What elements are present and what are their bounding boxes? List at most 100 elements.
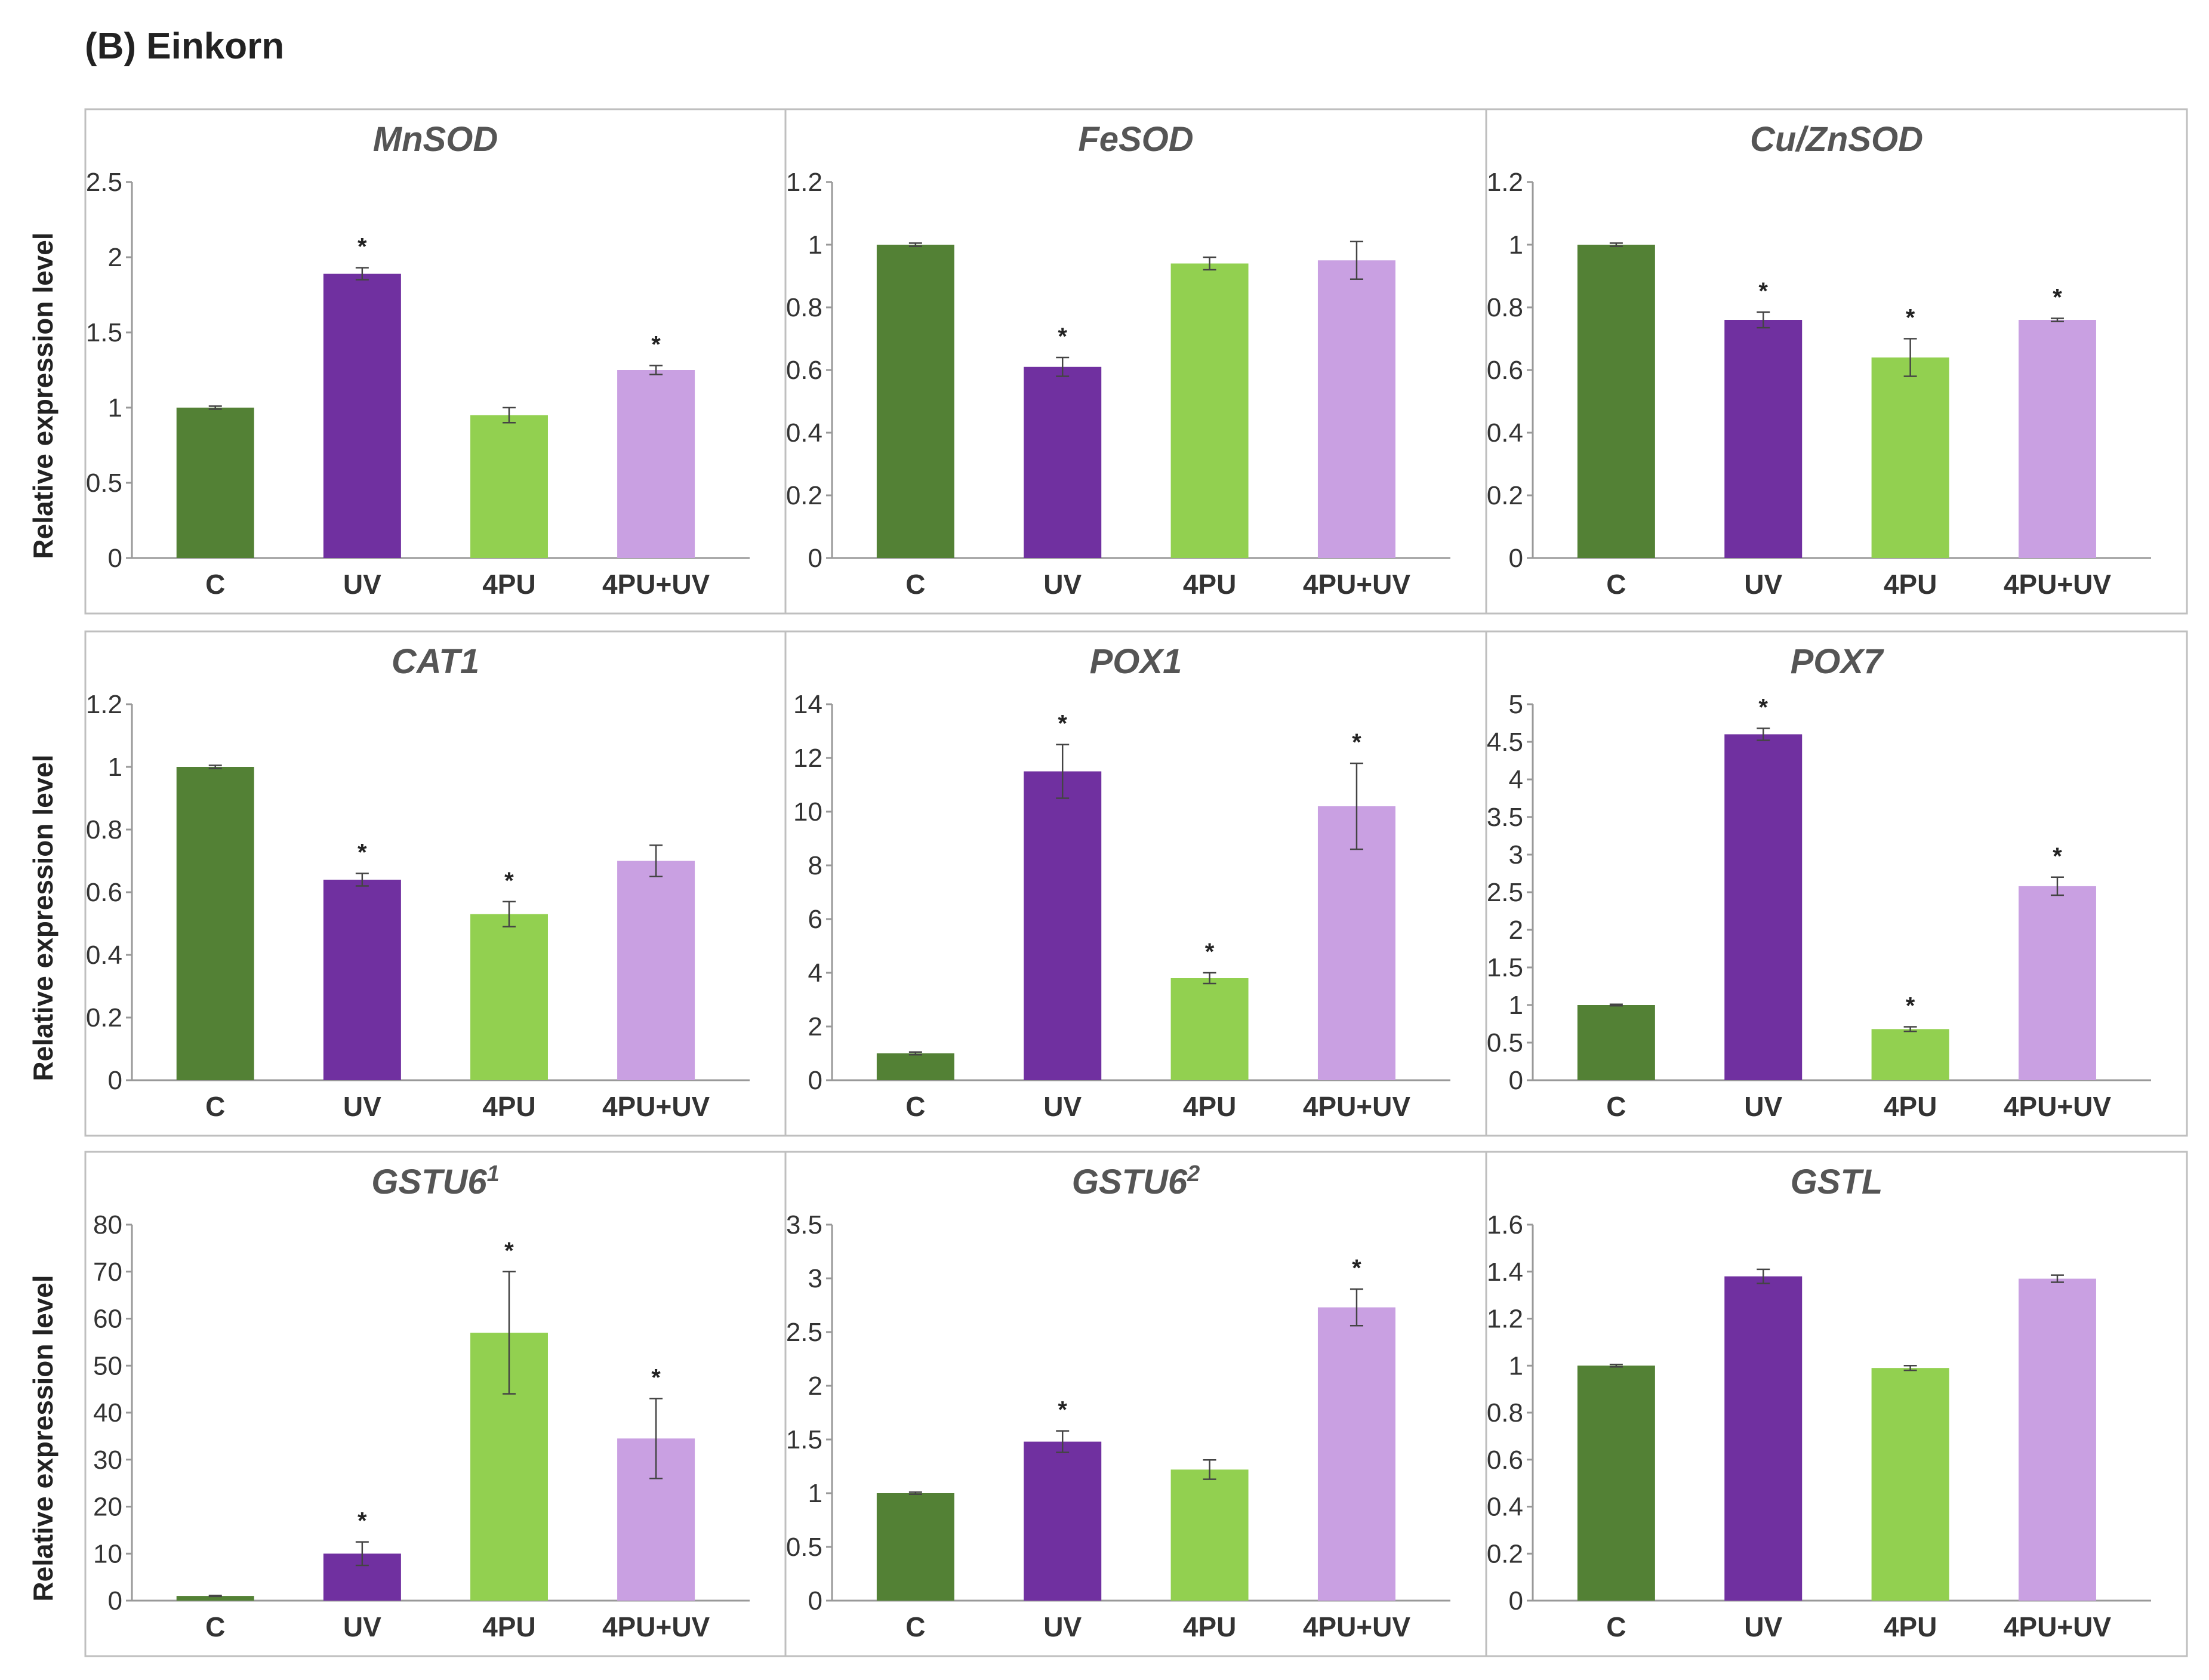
x-tick-label: 4PU+UV xyxy=(2004,569,2112,600)
y-tick-label: 0.2 xyxy=(1487,1539,1523,1568)
y-tick-label: 1.2 xyxy=(1487,168,1523,197)
bar-4pu-plus-uv xyxy=(2018,1278,2096,1601)
x-tick-label: C xyxy=(205,569,225,600)
y-tick-label: 2.5 xyxy=(1487,878,1523,907)
y-tick-label: 80 xyxy=(93,1210,122,1240)
x-tick-label: 4PU+UV xyxy=(2004,1091,2112,1122)
significance-star: * xyxy=(504,1238,514,1264)
bar-uv xyxy=(323,273,401,558)
significance-star: * xyxy=(1906,993,1915,1019)
y-tick-label: 1.2 xyxy=(786,168,822,197)
x-tick-label: UV xyxy=(1744,1611,1782,1642)
x-tick-label: C xyxy=(1606,1611,1626,1642)
bar-4pu xyxy=(1871,1368,1949,1601)
y-tick-label: 0.8 xyxy=(1487,293,1523,322)
chart-title: GSTL xyxy=(1791,1163,1883,1201)
y-tick-label: 20 xyxy=(93,1493,122,1522)
x-tick-label: UV xyxy=(1043,569,1082,600)
significance-star: * xyxy=(1205,939,1215,965)
chart-panel-9: GSTL 0 0.2 0.4 0.6 0.8 1 1.2 1.4 1.6 C UV 4PU 4PU+UV xyxy=(1485,1151,2188,1657)
y-tick-label: 0 xyxy=(1509,1586,1523,1616)
y-tick-label: 10 xyxy=(93,1539,122,1568)
bar-uv xyxy=(1024,771,1102,1080)
y-tick-label: 1.5 xyxy=(86,318,122,347)
bar-uv xyxy=(1024,366,1102,558)
y-tick-label: 1 xyxy=(108,753,122,782)
y-tick-label: 2 xyxy=(808,1012,822,1041)
bar-4pu xyxy=(1871,357,1949,558)
x-tick-label: UV xyxy=(343,1611,381,1642)
y-axis-label: Relative expression level xyxy=(27,1275,58,1601)
x-tick-label: C xyxy=(905,1611,925,1642)
chart-title: POX7 xyxy=(1791,642,1884,681)
y-tick-label: 4 xyxy=(1509,765,1523,794)
y-tick-label: 4.5 xyxy=(1487,728,1523,757)
y-tick-label: 2 xyxy=(808,1371,822,1401)
y-tick-label: 2.5 xyxy=(786,1318,822,1347)
bar-4pu xyxy=(1170,263,1249,558)
chart-title: GSTU62 xyxy=(1072,1161,1200,1201)
y-tick-label: 14 xyxy=(793,690,822,719)
y-tick-label: 2 xyxy=(108,243,122,272)
y-tick-label: 0 xyxy=(108,1066,122,1095)
x-tick-label: UV xyxy=(343,1091,381,1122)
bar-uv xyxy=(1724,320,1803,558)
y-tick-label: 70 xyxy=(93,1257,122,1287)
y-tick-label: 1.4 xyxy=(1487,1257,1523,1287)
y-tick-label: 1 xyxy=(108,393,122,423)
x-tick-label: C xyxy=(905,569,925,600)
significance-star: * xyxy=(1058,323,1067,350)
y-tick-label: 0 xyxy=(808,544,822,573)
significance-star: * xyxy=(2053,843,2062,870)
y-tick-label: 3.5 xyxy=(1487,803,1523,832)
x-tick-label: 4PU+UV xyxy=(602,1611,710,1642)
significance-star: * xyxy=(1758,278,1768,304)
significance-star: * xyxy=(358,1508,367,1534)
x-tick-label: 4PU xyxy=(1183,1091,1236,1122)
panel-border xyxy=(1485,1151,2188,1657)
chart-title: GSTU61 xyxy=(371,1161,500,1201)
y-tick-label: 0.4 xyxy=(86,941,122,970)
bar-uv xyxy=(1724,734,1803,1080)
x-tick-label: C xyxy=(1606,569,1626,600)
bar-4pu-plus-uv xyxy=(2018,320,2096,558)
x-tick-label: UV xyxy=(1043,1611,1082,1642)
chart-panel-6: POX7 0 0.5 1 1.5 2 2.5 3 3.5 4 4.5 5 C * UV * 4PU * 4PU+UV xyxy=(1485,630,2188,1137)
panel-border xyxy=(1485,630,2188,1137)
chart-title: POX1 xyxy=(1090,642,1182,681)
x-tick-label: 4PU+UV xyxy=(1303,1611,1411,1642)
y-tick-label: 3.5 xyxy=(786,1210,822,1240)
significance-star: * xyxy=(1758,694,1768,720)
y-tick-label: 0.2 xyxy=(86,1003,122,1032)
y-tick-label: 0.5 xyxy=(86,468,122,498)
x-tick-label: UV xyxy=(1744,1091,1782,1122)
x-tick-label: 4PU xyxy=(1183,569,1236,600)
x-tick-label: C xyxy=(905,1091,925,1122)
y-tick-label: 1.5 xyxy=(786,1425,822,1454)
significance-star: * xyxy=(504,868,514,894)
chart-panel-8: GSTU62 0 0.5 1 1.5 2 2.5 3 3.5 C * UV 4PU * 4PU+UV xyxy=(784,1151,1487,1657)
bar-4pu xyxy=(1871,1029,1949,1080)
y-tick-label: 0.6 xyxy=(1487,356,1523,385)
y-tick-label: 1 xyxy=(1509,230,1523,260)
significance-star: * xyxy=(2053,284,2062,310)
bar-4pu xyxy=(470,914,548,1080)
y-tick-label: 1.5 xyxy=(1487,953,1523,982)
x-tick-label: 4PU xyxy=(1183,1611,1236,1642)
y-tick-label: 12 xyxy=(793,744,822,773)
bar-4pu-plus-uv xyxy=(2018,886,2096,1080)
y-tick-label: 1.2 xyxy=(86,690,122,719)
y-tick-label: 0 xyxy=(1509,544,1523,573)
x-tick-label: C xyxy=(1606,1091,1626,1122)
y-tick-label: 0.8 xyxy=(786,293,822,322)
x-tick-label: UV xyxy=(343,569,381,600)
x-tick-label: 4PU xyxy=(482,1091,535,1122)
bar-4pu xyxy=(1170,978,1249,1080)
bar-c xyxy=(1577,245,1655,558)
significance-star: * xyxy=(651,331,661,357)
y-tick-label: 4 xyxy=(808,958,822,988)
y-tick-label: 60 xyxy=(93,1305,122,1334)
significance-star: * xyxy=(1352,729,1361,756)
bar-4pu-plus-uv xyxy=(1317,260,1395,558)
